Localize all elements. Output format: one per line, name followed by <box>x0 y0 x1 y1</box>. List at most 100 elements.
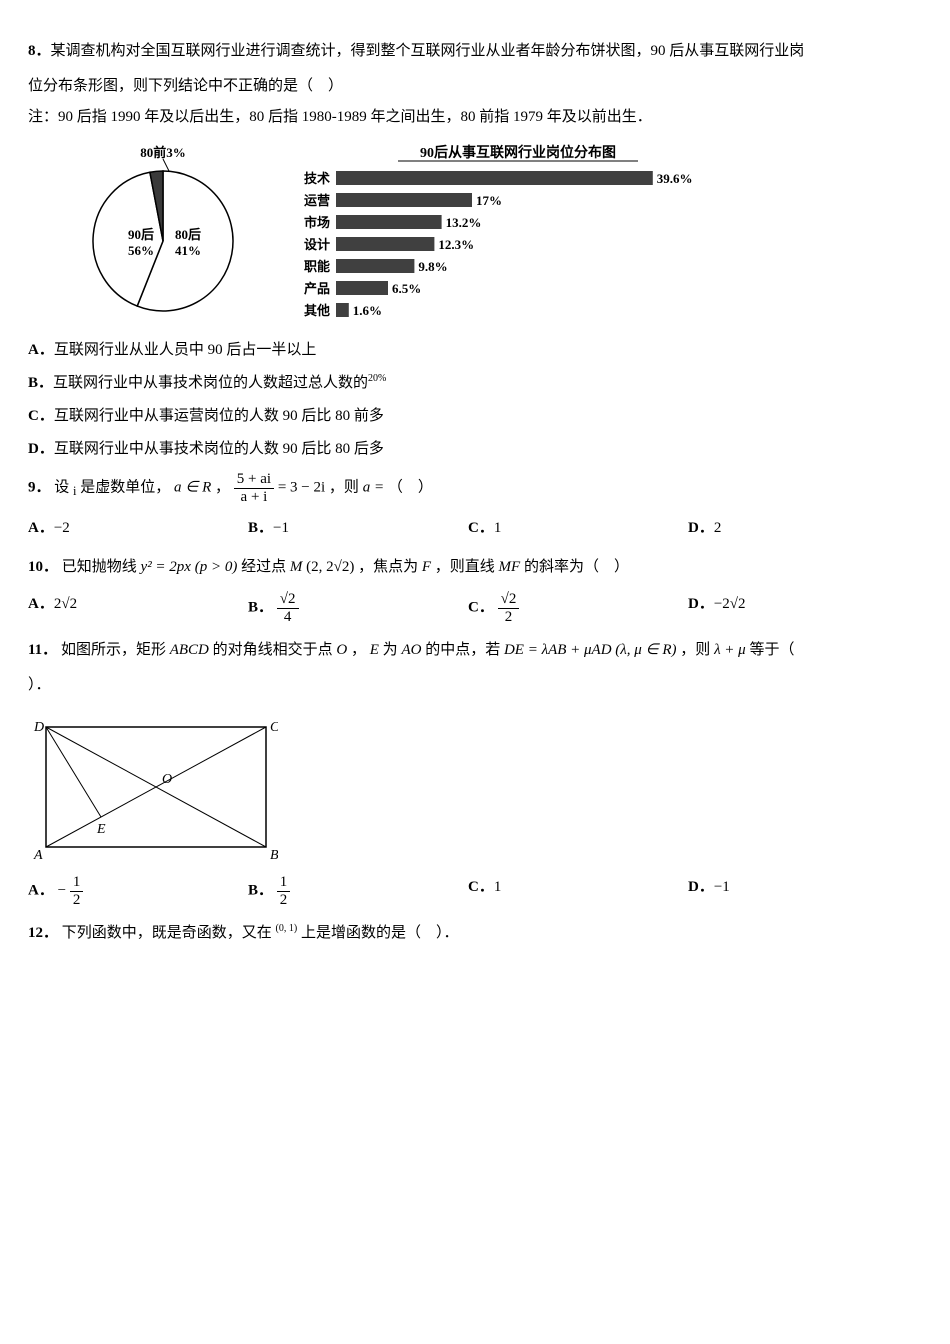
q11-lm: λ + μ <box>714 642 746 658</box>
q11-rect-svg: D C A B O E <box>28 709 278 864</box>
svg-text:职能: 职能 <box>304 259 330 274</box>
svg-text:市场: 市场 <box>304 215 330 230</box>
svg-text:80前3%: 80前3% <box>140 145 186 160</box>
q10-mid1: 经过点 <box>241 559 286 575</box>
svg-text:B: B <box>270 848 278 863</box>
svg-text:90后从事互联网行业岗位分布图: 90后从事互联网行业岗位分布图 <box>420 144 616 161</box>
q10-opt-c: C． √22 <box>468 591 688 625</box>
svg-text:56%: 56% <box>128 243 154 258</box>
q9-aeq: a = <box>363 479 384 495</box>
q11-options: A． − 12 B． 12 C．1 D．−1 <box>28 874 922 908</box>
svg-text:13.2%: 13.2% <box>446 215 482 230</box>
q10-opt-d: D．−2√2 <box>688 591 908 625</box>
q9-mid2: ，则 <box>329 479 359 495</box>
svg-text:41%: 41% <box>175 243 201 258</box>
q9-aR: a ∈ R <box>174 479 211 495</box>
q8-stem-line2: 位分布条形图，则下列结论中不正确的是（ ） <box>28 73 922 100</box>
svg-text:6.5%: 6.5% <box>392 281 421 296</box>
svg-text:设计: 设计 <box>304 237 330 252</box>
svg-text:C: C <box>270 720 278 735</box>
q8-pie-chart: 80前3% 90后56% 80后41% <box>68 141 258 321</box>
q10-number: 10． <box>28 559 58 575</box>
q11-ABCD: ABCD <box>170 642 209 658</box>
q9-paren: （ ） <box>388 479 433 495</box>
svg-text:D: D <box>33 720 44 735</box>
q8-stem1: 某调查机构对全国互联网行业进行调查统计，得到整个互联网行业从业者年龄分布饼状图，… <box>51 43 805 59</box>
q11-pre: 如图所示，矩形 <box>61 642 166 658</box>
q11-stem: 11． 如图所示，矩形 ABCD 的对角线相交于点 O ， E 为 AO 的中点… <box>28 637 922 664</box>
svg-text:1.6%: 1.6% <box>353 303 382 318</box>
q11-mid6: 等于（ <box>749 642 794 658</box>
q11-number: 11． <box>28 642 57 658</box>
svg-text:其他: 其他 <box>304 303 330 318</box>
q10-opt-a: A．2√2 <box>28 591 248 625</box>
q9-fraction: 5 + ai a + i <box>234 471 274 505</box>
svg-text:39.6%: 39.6% <box>657 171 693 186</box>
q9-pre: 设 <box>54 479 69 495</box>
q10-options: A．2√2 B． √24 C． √22 D．−2√2 <box>28 591 922 625</box>
q8-opt-c-text: 互联网行业中从事运营岗位的人数 90 后比 80 前多 <box>54 408 384 424</box>
svg-text:E: E <box>96 822 106 837</box>
q9-opt-d: D．2 <box>688 515 908 542</box>
q10-stem: 10． 已知抛物线 y² = 2px (p > 0) 经过点 M (2, 2√2… <box>28 554 922 581</box>
q8-opt-b: B．互联网行业中从事技术岗位的人数超过总人数的20% <box>28 370 922 397</box>
q8-opt-b-pct: 20% <box>368 373 386 384</box>
q11-opt-c: C．1 <box>468 874 688 908</box>
q11-E: E <box>370 642 379 658</box>
q10-opt-b: B． √24 <box>248 591 468 625</box>
q11-close: ）． <box>28 672 922 699</box>
q9-number: 9． <box>28 479 51 495</box>
q9-opt-b: B．−1 <box>248 515 468 542</box>
q12-pre: 下列函数中，既是奇函数，又在 <box>62 925 272 941</box>
q8-opt-c: C．互联网行业中从事运营岗位的人数 90 后比 80 前多 <box>28 403 922 430</box>
q9-stem: 9． 设 i 是虚数单位， a ∈ R ， 5 + ai a + i = 3 −… <box>28 471 922 505</box>
svg-text:80后: 80后 <box>175 227 201 242</box>
q12-stem: 12． 下列函数中，既是奇函数，又在 (0, 1) 上是增函数的是（ ）． <box>28 920 922 947</box>
svg-text:A: A <box>33 848 43 863</box>
q9-eq: = 3 − 2i <box>278 480 325 496</box>
q8-stem-line1: 8．某调查机构对全国互联网行业进行调查统计，得到整个互联网行业从业者年龄分布饼状… <box>28 38 922 65</box>
svg-text:12.3%: 12.3% <box>438 237 474 252</box>
q8-opt-a-text: 互联网行业从业人员中 90 后占一半以上 <box>54 342 317 358</box>
svg-text:运营: 运营 <box>304 193 330 208</box>
q10-mid2: ，焦点为 <box>358 559 418 575</box>
q11-opt-b: B． 12 <box>248 874 468 908</box>
q11-diagram: D C A B O E <box>28 709 922 864</box>
q9-opt-a: A．−2 <box>28 515 248 542</box>
q8-number: 8． <box>28 43 51 59</box>
q11-mid2: ， <box>351 642 366 658</box>
q8-opt-d-text: 互联网行业中从事技术岗位的人数 90 后比 80 后多 <box>54 441 384 457</box>
q8-charts: 80前3%90后56%80后41% 90后从事互联网行业岗位分布图技术39.6%… <box>68 141 922 331</box>
q9-opt-c: C．1 <box>468 515 688 542</box>
q11-AO: AO <box>401 642 421 658</box>
q11-mid3: 为 <box>383 642 402 658</box>
q11-mid5: ，则 <box>680 642 710 658</box>
svg-text:90后: 90后 <box>128 227 154 242</box>
q10-Mcoord: (2, 2√2) <box>306 559 354 575</box>
svg-text:产品: 产品 <box>304 281 330 296</box>
q10-parab: y² = 2px (p > 0) <box>141 559 238 575</box>
q11-mid4: 的中点，若 <box>425 642 500 658</box>
q11-vec: DE = λAB + μAD (λ, μ ∈ R) <box>504 642 677 658</box>
q8-opt-a: A．互联网行业从业人员中 90 后占一半以上 <box>28 337 922 364</box>
q8-opt-d: D．互联网行业中从事技术岗位的人数 90 后比 80 后多 <box>28 436 922 463</box>
q9-comma: ， <box>215 479 230 495</box>
svg-text:O: O <box>162 772 172 787</box>
q10-M: M <box>290 559 303 575</box>
q11-opt-a: A． − 12 <box>28 874 248 908</box>
q12-number: 12． <box>28 925 58 941</box>
q9-i: i <box>73 479 76 495</box>
q12-post: 上是增函数的是（ ）． <box>301 925 459 941</box>
q8-note: 注：90 后指 1990 年及以后出生，80 后指 1980-1989 年之间出… <box>28 104 922 131</box>
q11-mid1: 的对角线相交于点 <box>213 642 333 658</box>
q11-O: O <box>336 642 347 658</box>
q11-opt-d: D．−1 <box>688 874 908 908</box>
q10-pre: 已知抛物线 <box>62 559 137 575</box>
svg-text:9.8%: 9.8% <box>418 259 447 274</box>
q10-F: F <box>422 559 431 575</box>
q10-mid4: 的斜率为（ ） <box>524 559 629 575</box>
q12-interval: (0, 1) <box>276 923 298 934</box>
q9-options: A．−2 B．−1 C．1 D．2 <box>28 515 922 542</box>
q8-opt-b-pre: 互联网行业中从事技术岗位的人数超过总人数的 <box>53 375 368 391</box>
q8-options: A．互联网行业从业人员中 90 后占一半以上 B．互联网行业中从事技术岗位的人数… <box>28 337 922 463</box>
